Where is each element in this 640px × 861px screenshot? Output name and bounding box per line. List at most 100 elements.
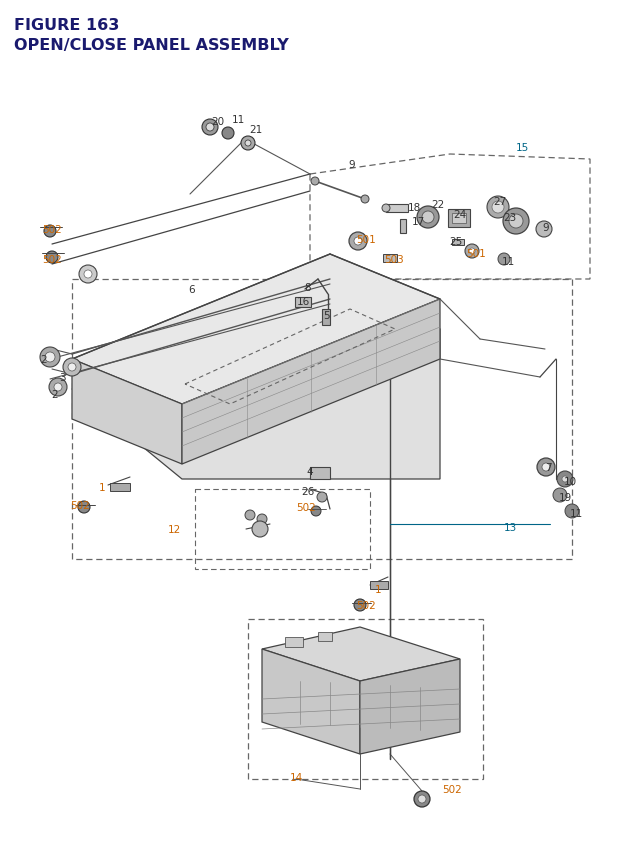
Circle shape	[40, 348, 60, 368]
Circle shape	[417, 207, 439, 229]
Circle shape	[49, 379, 67, 397]
Text: 502: 502	[70, 500, 90, 511]
Text: 19: 19	[558, 492, 572, 503]
Circle shape	[565, 505, 579, 518]
Text: 25: 25	[449, 237, 463, 247]
Circle shape	[257, 514, 267, 524]
Circle shape	[79, 266, 97, 283]
Circle shape	[202, 120, 218, 136]
Text: 17: 17	[412, 217, 424, 226]
Text: 3: 3	[59, 373, 65, 382]
Circle shape	[469, 249, 475, 255]
Circle shape	[542, 463, 550, 472]
Text: 14: 14	[289, 772, 303, 782]
Circle shape	[245, 141, 251, 147]
Circle shape	[311, 177, 319, 186]
Circle shape	[44, 226, 56, 238]
Circle shape	[536, 222, 552, 238]
Polygon shape	[262, 649, 360, 754]
Text: 21: 21	[250, 125, 262, 135]
Polygon shape	[72, 360, 182, 464]
Bar	[318, 632, 332, 641]
Circle shape	[422, 212, 434, 224]
Circle shape	[206, 124, 214, 132]
Polygon shape	[262, 628, 460, 681]
Text: 9: 9	[543, 223, 549, 232]
Circle shape	[222, 127, 234, 139]
Circle shape	[349, 232, 367, 251]
Text: 10: 10	[563, 476, 577, 486]
Text: 12: 12	[168, 524, 180, 535]
Circle shape	[492, 201, 504, 214]
Text: 20: 20	[211, 117, 225, 127]
Bar	[370, 581, 388, 589]
Bar	[400, 220, 406, 233]
Circle shape	[509, 214, 523, 229]
Circle shape	[354, 238, 362, 245]
Circle shape	[537, 458, 555, 476]
Circle shape	[68, 363, 76, 372]
Text: 1: 1	[374, 585, 381, 594]
Text: 6: 6	[189, 285, 195, 294]
Polygon shape	[72, 255, 440, 405]
Polygon shape	[360, 660, 460, 754]
Text: 13: 13	[504, 523, 516, 532]
Text: 26: 26	[301, 486, 315, 497]
Bar	[295, 298, 311, 307]
Text: 23: 23	[504, 213, 516, 223]
Bar	[386, 205, 408, 213]
Circle shape	[354, 599, 366, 611]
Bar	[322, 310, 330, 325]
Circle shape	[414, 791, 430, 807]
Circle shape	[361, 195, 369, 204]
Text: 5: 5	[323, 311, 330, 320]
Circle shape	[245, 511, 255, 520]
Text: 2: 2	[52, 389, 58, 400]
Bar	[248, 619, 483, 779]
Text: 22: 22	[431, 200, 445, 210]
Circle shape	[252, 522, 268, 537]
Text: 15: 15	[515, 143, 529, 152]
Bar	[448, 210, 470, 228]
Bar	[72, 280, 572, 560]
Text: 502: 502	[442, 784, 462, 794]
Polygon shape	[182, 300, 440, 464]
Text: 501: 501	[466, 249, 486, 258]
Circle shape	[553, 488, 567, 503]
Text: 7: 7	[545, 462, 551, 473]
Text: 502: 502	[356, 600, 376, 610]
Circle shape	[562, 476, 568, 482]
Text: 1: 1	[99, 482, 106, 492]
Text: 24: 24	[453, 210, 467, 220]
Circle shape	[503, 208, 529, 235]
Text: 16: 16	[296, 297, 310, 307]
Circle shape	[557, 472, 573, 487]
Bar	[285, 637, 303, 647]
Circle shape	[498, 254, 510, 266]
Circle shape	[382, 205, 390, 213]
Text: 502: 502	[296, 503, 316, 512]
Text: OPEN/CLOSE PANEL ASSEMBLY: OPEN/CLOSE PANEL ASSEMBLY	[14, 38, 289, 53]
Bar	[452, 214, 466, 224]
Circle shape	[84, 270, 92, 279]
Text: 503: 503	[384, 255, 404, 264]
Circle shape	[465, 245, 479, 258]
Text: 11: 11	[232, 115, 244, 125]
Circle shape	[78, 501, 90, 513]
Circle shape	[317, 492, 327, 503]
Text: 4: 4	[307, 467, 314, 476]
Bar	[383, 255, 397, 263]
Text: 18: 18	[408, 202, 420, 213]
Circle shape	[487, 197, 509, 219]
Text: 8: 8	[305, 282, 311, 293]
Circle shape	[241, 137, 255, 151]
Circle shape	[418, 795, 426, 803]
Text: 501: 501	[356, 235, 376, 245]
Text: 11: 11	[570, 508, 582, 518]
Bar	[310, 468, 330, 480]
Circle shape	[54, 383, 62, 392]
Bar	[110, 483, 130, 492]
Text: 11: 11	[501, 257, 515, 267]
Text: 2: 2	[40, 355, 47, 364]
Bar	[452, 239, 464, 245]
